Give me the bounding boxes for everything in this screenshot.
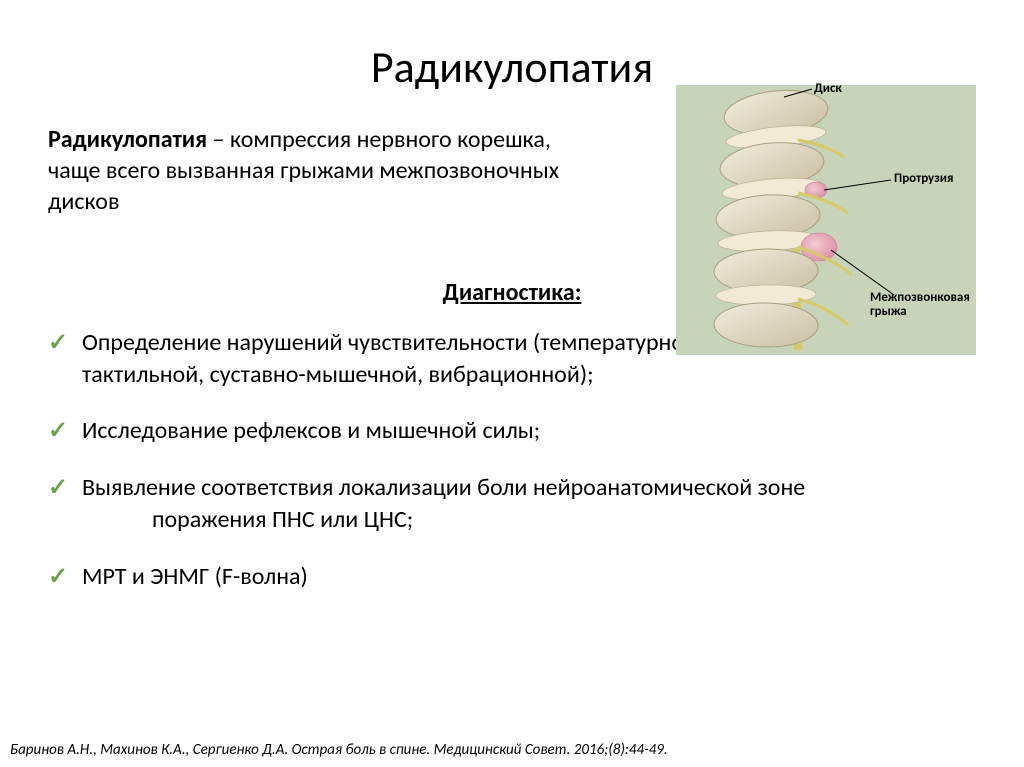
figure-label-hernia: Межпозвонковая грыжа <box>870 291 976 320</box>
list-item: Выявление соответствия локализации боли … <box>48 472 976 537</box>
definition-paragraph: Радикулопатия – компрессия нервного коре… <box>48 124 578 218</box>
list-item: МРТ и ЭНМГ (F-волна) <box>48 561 976 593</box>
list-item: Исследование рефлексов и мышечной силы; <box>48 415 976 447</box>
list-line: МРТ и ЭНМГ (F-волна) <box>82 562 308 591</box>
figure-label-protrusion: Протрузия <box>894 171 953 186</box>
list-line: поражения ПНС или ЦНС; <box>82 504 976 536</box>
definition-term: Радикулопатия <box>48 125 207 154</box>
list-line: Исследование рефлексов и мышечной силы; <box>82 416 540 445</box>
list-line: Выявление соответствия локализации боли … <box>82 473 805 502</box>
figure-label-disc: Диск <box>814 81 842 96</box>
list-line: тактильной, суставно-мышечной, вибрацион… <box>82 360 594 389</box>
spine-figure: Диск Протрузия Межпозвонковая грыжа <box>676 85 976 355</box>
citation: Баринов А.Н., Махинов К.А., Сергиенко Д.… <box>10 741 668 759</box>
slide: Радикулопатия Радикулопатия – компрессия… <box>0 0 1024 767</box>
diagnostics-list: Определение нарушений чувствительности (… <box>48 327 976 593</box>
